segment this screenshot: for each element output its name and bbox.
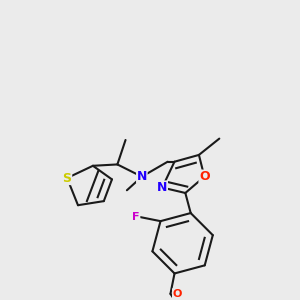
Text: N: N [137,170,147,183]
Text: O: O [199,170,210,183]
Text: S: S [63,172,72,184]
Text: O: O [172,289,182,299]
Text: F: F [132,212,140,222]
Text: N: N [157,181,167,194]
